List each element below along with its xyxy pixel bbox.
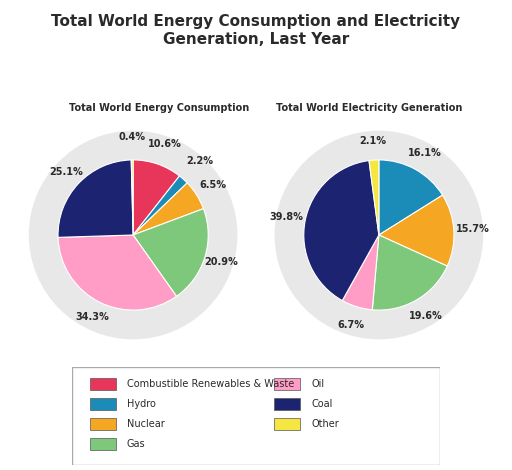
- Text: Combustible Renewables & Waste: Combustible Renewables & Waste: [127, 379, 294, 389]
- Wedge shape: [131, 160, 133, 235]
- Text: Total World Energy Consumption: Total World Energy Consumption: [69, 103, 249, 113]
- Wedge shape: [58, 160, 133, 237]
- FancyBboxPatch shape: [90, 378, 116, 390]
- Text: 6.7%: 6.7%: [338, 320, 365, 330]
- Wedge shape: [369, 160, 379, 235]
- Text: 34.3%: 34.3%: [75, 312, 109, 322]
- Wedge shape: [133, 183, 203, 235]
- Text: Hydro: Hydro: [127, 399, 156, 409]
- Text: 20.9%: 20.9%: [204, 257, 238, 267]
- Text: 39.8%: 39.8%: [270, 212, 304, 222]
- Wedge shape: [133, 209, 208, 296]
- FancyBboxPatch shape: [274, 378, 300, 390]
- Text: 10.6%: 10.6%: [147, 139, 181, 149]
- Text: Total World Electricity Generation: Total World Electricity Generation: [276, 103, 463, 113]
- FancyBboxPatch shape: [90, 398, 116, 410]
- Text: 2.2%: 2.2%: [186, 157, 213, 166]
- Text: 16.1%: 16.1%: [408, 148, 441, 158]
- Text: Coal: Coal: [311, 399, 333, 409]
- Wedge shape: [379, 195, 454, 266]
- Text: 19.6%: 19.6%: [409, 311, 443, 321]
- Text: 2.1%: 2.1%: [359, 136, 386, 146]
- FancyBboxPatch shape: [90, 438, 116, 449]
- FancyBboxPatch shape: [90, 418, 116, 430]
- FancyBboxPatch shape: [274, 398, 300, 410]
- Text: 6.5%: 6.5%: [200, 180, 227, 189]
- Wedge shape: [304, 161, 379, 301]
- Text: Oil: Oil: [311, 379, 325, 389]
- Text: Gas: Gas: [127, 439, 145, 448]
- Wedge shape: [379, 160, 442, 235]
- Wedge shape: [343, 235, 379, 310]
- Wedge shape: [58, 235, 177, 310]
- Wedge shape: [133, 160, 180, 235]
- Text: Nuclear: Nuclear: [127, 419, 165, 429]
- Circle shape: [30, 132, 237, 338]
- Circle shape: [275, 132, 482, 338]
- Text: 25.1%: 25.1%: [50, 167, 83, 177]
- Text: Total World Energy Consumption and Electricity
Generation, Last Year: Total World Energy Consumption and Elect…: [51, 14, 461, 47]
- FancyBboxPatch shape: [274, 418, 300, 430]
- FancyBboxPatch shape: [72, 367, 440, 465]
- Wedge shape: [372, 235, 447, 310]
- Text: 0.4%: 0.4%: [118, 133, 145, 142]
- Text: Other: Other: [311, 419, 339, 429]
- Text: 15.7%: 15.7%: [456, 224, 489, 234]
- Wedge shape: [133, 176, 187, 235]
